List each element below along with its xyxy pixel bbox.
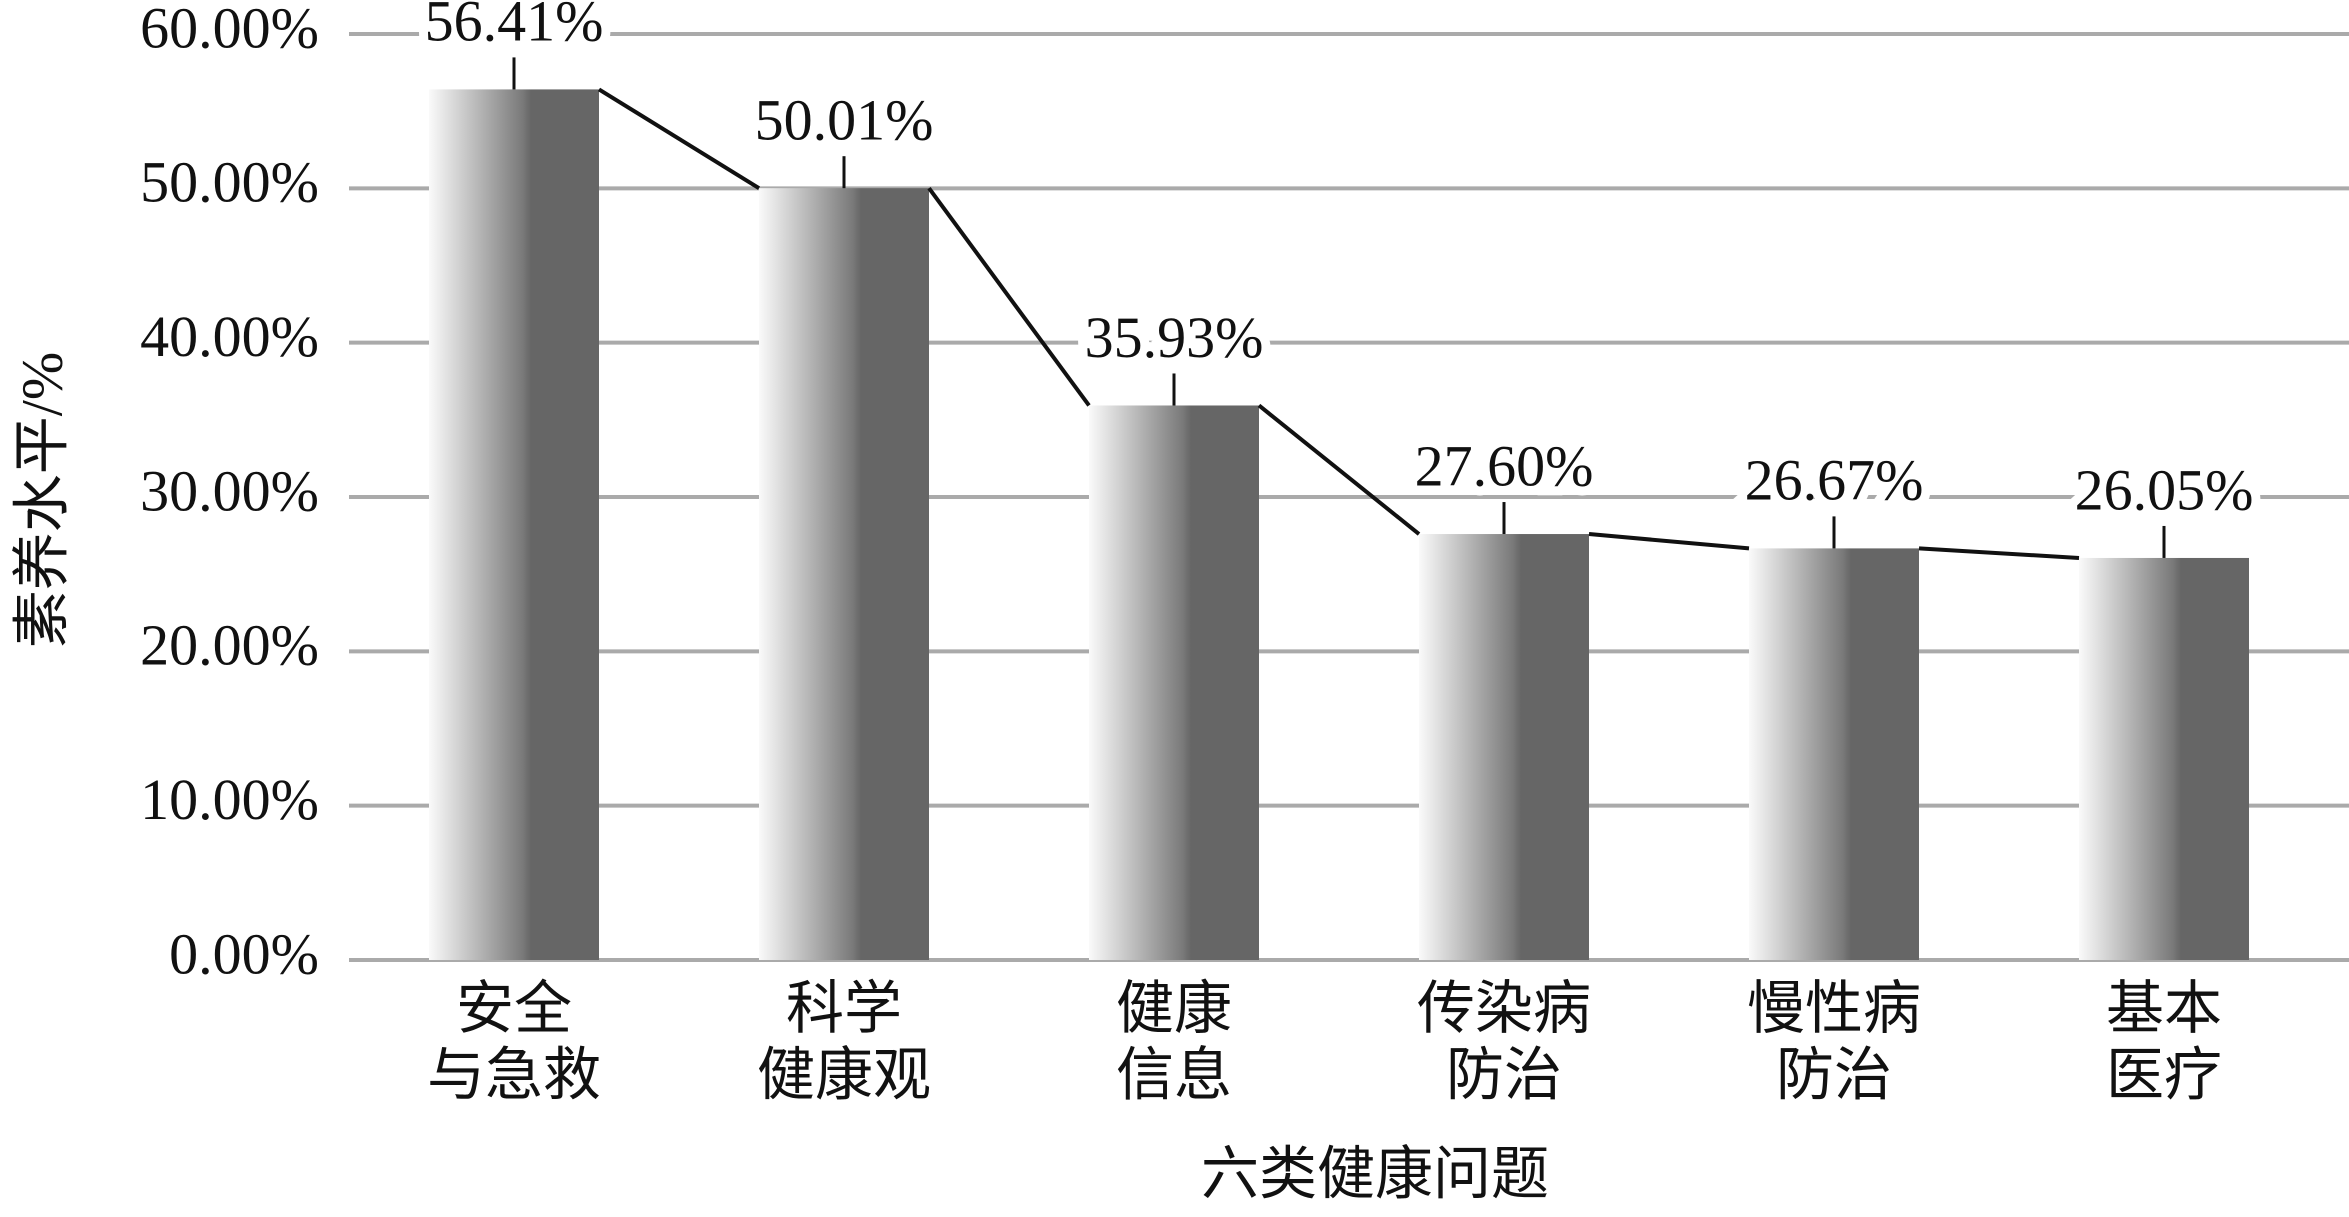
- x-tick-label: 健康信息: [1116, 976, 1232, 1108]
- bar: [1749, 548, 1919, 960]
- value-label: 56.41%: [425, 0, 604, 54]
- connector: [927, 186, 1091, 407]
- bar: [1419, 534, 1589, 960]
- bar: [759, 188, 929, 960]
- x-tick-label: 传染病防治: [1417, 976, 1591, 1108]
- value-label: 26.67%: [1745, 448, 1924, 513]
- connector: [1918, 546, 2080, 560]
- y-tick-label: 50.00%: [140, 150, 319, 215]
- y-tick-label: 30.00%: [140, 458, 319, 523]
- connector: [1588, 532, 1750, 551]
- bar: [1089, 405, 1259, 960]
- x-tick-label: 基本医疗: [2106, 976, 2222, 1108]
- y-axis-title: 素养水平/%: [9, 352, 74, 648]
- value-label: 35.93%: [1085, 305, 1264, 370]
- bar: [429, 89, 599, 961]
- x-tick-label: 安全与急救: [427, 976, 601, 1108]
- x-tick-label: 科学健康观: [757, 976, 931, 1108]
- connector: [1257, 403, 1421, 536]
- value-label: 27.60%: [1415, 433, 1594, 498]
- y-tick-label: 10.00%: [140, 767, 319, 832]
- y-tick-label: 60.00%: [140, 0, 319, 60]
- x-axis-title: 六类健康问题: [1201, 1141, 1549, 1206]
- y-tick-label: 20.00%: [140, 613, 319, 678]
- y-tick-label: 0.00%: [169, 921, 319, 986]
- value-label: 50.01%: [755, 87, 934, 152]
- x-tick-label: 慢性病防治: [1747, 976, 1921, 1108]
- bar: [2079, 557, 2249, 960]
- value-label: 26.05%: [2075, 457, 2254, 522]
- y-tick-label: 40.00%: [140, 304, 319, 369]
- connector: [597, 87, 761, 190]
